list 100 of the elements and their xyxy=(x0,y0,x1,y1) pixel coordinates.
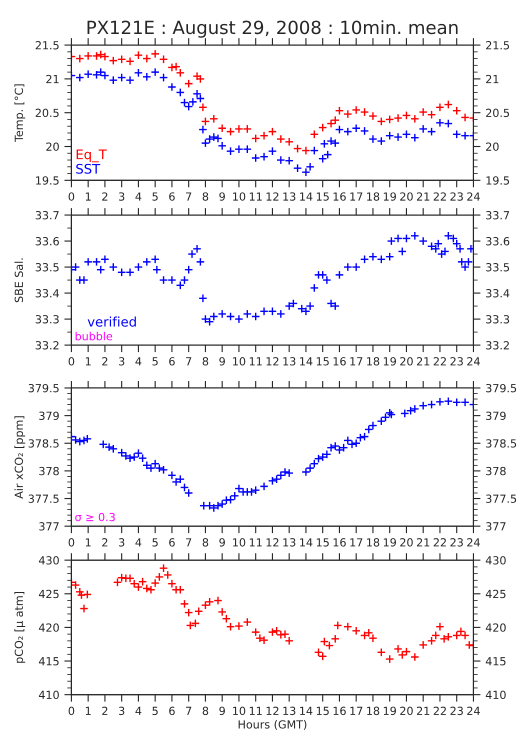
y2-tick-label: 33.3 xyxy=(486,315,510,324)
text: Eq_T xyxy=(76,150,107,162)
x-tick-label: 10 xyxy=(233,357,246,366)
x-tick-label: 5 xyxy=(152,357,158,366)
point xyxy=(330,138,340,148)
point xyxy=(196,94,205,103)
x-tick-label: 14 xyxy=(300,357,312,366)
point xyxy=(184,79,194,88)
y-tick-label: 21 xyxy=(46,74,59,84)
x-tick-label: 9 xyxy=(219,357,225,366)
x-tick-label: 6 xyxy=(169,357,175,366)
point xyxy=(92,70,102,80)
point xyxy=(234,124,244,134)
x-tick-label: 16 xyxy=(334,706,346,716)
x-tick-label: 8 xyxy=(202,706,208,716)
x-tick-label: 3 xyxy=(118,706,124,716)
point xyxy=(176,88,185,97)
y-tick-label: 33.7 xyxy=(36,211,59,220)
y2-tick-label: 379.5 xyxy=(486,384,516,392)
x-tick-label: 10 xyxy=(233,192,246,201)
x-tick-label: 7 xyxy=(186,192,192,201)
annotation: bubble xyxy=(76,332,112,340)
y-tick-label: 378 xyxy=(39,466,59,476)
y-axis-title: Temp. [°C] xyxy=(14,84,26,142)
y2-tick-label: 20.5 xyxy=(486,108,510,118)
x-tick-label: 13 xyxy=(283,538,296,547)
y-tick-label: 430 xyxy=(38,556,59,565)
point xyxy=(150,49,160,58)
point xyxy=(268,127,277,136)
point xyxy=(310,130,319,139)
x-tick-label: 20 xyxy=(400,538,413,547)
point xyxy=(318,123,328,132)
x-tick-label: 10 xyxy=(233,538,246,547)
point xyxy=(167,82,176,92)
y2-tick-label: 21 xyxy=(486,74,498,84)
point xyxy=(427,110,436,120)
y2-tick-label: 430 xyxy=(486,556,506,565)
point xyxy=(268,146,277,156)
x-tick-label: 18 xyxy=(367,706,380,716)
y-tick-label: 33.5 xyxy=(36,263,59,272)
point xyxy=(251,154,260,162)
x-tick-label: 4 xyxy=(135,192,142,201)
x-tick-label: 9 xyxy=(219,538,225,547)
y-axis-title: SBE Sal. xyxy=(14,258,24,302)
x-tick-label: 19 xyxy=(384,538,396,547)
point xyxy=(360,108,370,117)
point xyxy=(260,131,269,140)
point xyxy=(284,156,294,166)
point xyxy=(159,54,168,64)
x-tick-label: 6 xyxy=(169,538,175,547)
y-tick-label: 33.3 xyxy=(36,315,59,324)
point xyxy=(402,130,411,139)
y2-tick-label: 20 xyxy=(486,142,499,151)
x-tick-label: 13 xyxy=(283,357,296,366)
point xyxy=(84,51,93,60)
x-tick-label: 24 xyxy=(467,192,480,201)
point xyxy=(385,114,394,124)
point xyxy=(226,127,236,136)
y-axis-title: Air xCO₂ [ppm] xyxy=(14,416,26,499)
x-tick-label: 21 xyxy=(416,192,430,201)
point xyxy=(376,136,386,146)
point xyxy=(150,68,160,77)
x-tick-label: 5 xyxy=(152,538,158,547)
x-tick-label: 1 xyxy=(86,538,91,546)
point xyxy=(117,54,126,64)
y-tick-label: 425 xyxy=(38,590,59,598)
x-tick-label: 5 xyxy=(152,706,158,716)
x-tick-label: 2 xyxy=(102,538,108,546)
y2-tick-label: 33.7 xyxy=(486,211,510,220)
point xyxy=(334,106,344,116)
x-tick-label: 22 xyxy=(434,192,446,201)
x-tick-label: 17 xyxy=(350,706,362,715)
y-tick-label: 410 xyxy=(38,690,59,700)
point xyxy=(226,146,236,156)
x-tick-label: 2 xyxy=(102,706,108,715)
x-tick-label: 2 xyxy=(102,357,108,366)
x-tick-label: 5 xyxy=(152,192,158,201)
x-tick-label: 0 xyxy=(68,538,74,547)
x-tick-label: 15 xyxy=(316,357,329,366)
point xyxy=(117,73,126,82)
point xyxy=(126,56,135,66)
y-tick-label: 415 xyxy=(38,657,59,666)
y-tick-label: 420 xyxy=(38,623,59,632)
x-tick-label: 1 xyxy=(86,357,91,366)
point xyxy=(452,106,462,116)
y-tick-label: 33.4 xyxy=(36,289,59,298)
point xyxy=(410,114,420,124)
y-tick-label: 379.5 xyxy=(28,384,59,392)
x-tick-label: 18 xyxy=(367,192,380,201)
point xyxy=(159,73,168,82)
y-tick-label: 379 xyxy=(39,412,59,420)
point xyxy=(343,110,352,119)
point xyxy=(402,110,411,120)
point xyxy=(260,152,269,162)
y2-tick-label: 33.6 xyxy=(486,237,510,246)
point xyxy=(242,124,252,134)
point xyxy=(276,134,286,144)
point xyxy=(96,50,106,60)
x-tick-label: 6 xyxy=(169,192,175,201)
chart-title: PX121E : August 29, 2008 : 10min. mean xyxy=(88,20,458,38)
